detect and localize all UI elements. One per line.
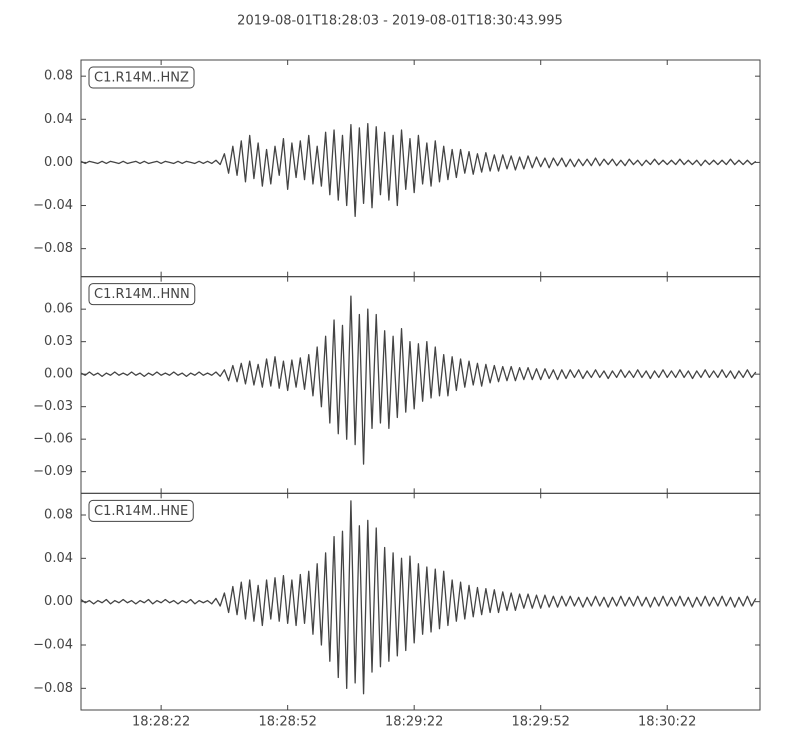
- y-tick-label: 0.06: [44, 302, 73, 317]
- trace-label: C1.R14M..HNZ: [94, 71, 189, 86]
- y-tick-label: 0.08: [44, 69, 73, 84]
- label-box: [88, 499, 194, 522]
- y-tick-label: −0.06: [33, 432, 73, 447]
- panel-frame: [80, 492, 761, 711]
- y-tick-label: −0.08: [33, 681, 73, 696]
- panel-frame: [80, 59, 761, 278]
- y-tick-label: 0.04: [44, 551, 73, 566]
- waveform: [80, 122, 757, 217]
- x-tick-label: 18:30:22: [638, 715, 696, 730]
- label-box: [88, 283, 196, 306]
- y-tick-label: 0.00: [44, 155, 73, 170]
- label-box: [88, 66, 195, 89]
- x-tick-label: 18:28:52: [258, 715, 316, 730]
- y-tick-label: 0.08: [44, 508, 73, 523]
- y-tick-label: −0.09: [33, 464, 73, 479]
- y-tick-label: −0.04: [33, 198, 73, 213]
- waveform: [80, 295, 757, 465]
- y-tick-label: 0.00: [44, 594, 73, 609]
- chart-title: 2019-08-01T18:28:03 - 2019-08-01T18:30:4…: [237, 14, 563, 29]
- x-tick-label: 18:29:22: [385, 715, 443, 730]
- trace-label: C1.R14M..HNE: [94, 504, 188, 519]
- panel-frame: [80, 276, 761, 494]
- y-tick-label: 0.00: [44, 367, 73, 382]
- y-tick-label: 0.03: [44, 334, 73, 349]
- y-tick-label: 0.04: [44, 112, 73, 127]
- waveform: [80, 500, 757, 695]
- y-tick-label: −0.03: [33, 399, 73, 414]
- x-tick-label: 18:29:52: [512, 715, 570, 730]
- y-tick-label: −0.08: [33, 241, 73, 256]
- trace-label: C1.R14M..HNN: [94, 287, 190, 302]
- y-tick-label: −0.04: [33, 638, 73, 653]
- x-tick-label: 18:28:22: [132, 715, 190, 730]
